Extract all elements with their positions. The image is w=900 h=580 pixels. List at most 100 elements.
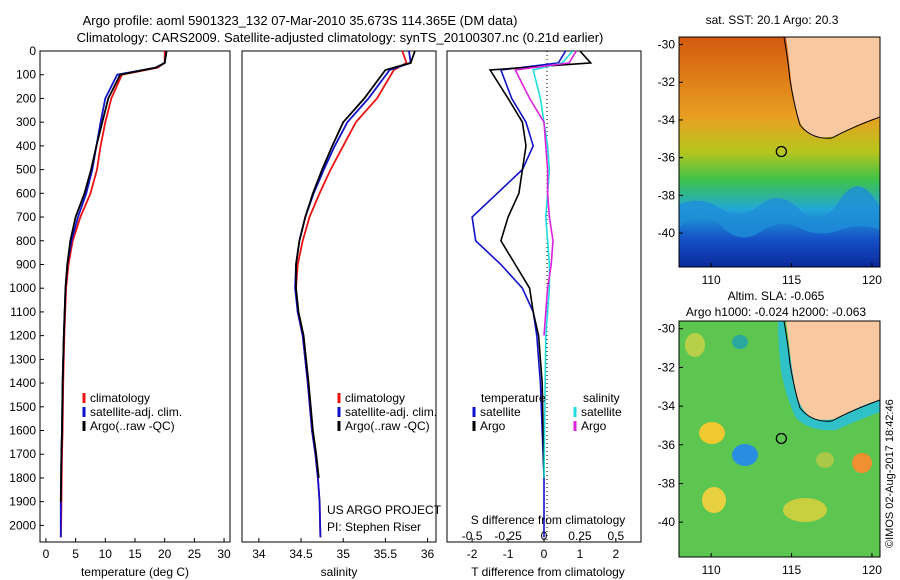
depth-tick-label: 200	[16, 91, 36, 105]
depth-tick-label: 1600	[9, 424, 36, 438]
legend-label: Argo	[581, 419, 607, 433]
sst-wave-band	[679, 186, 880, 238]
salinity-line-1	[294, 51, 412, 538]
temperature-tick-label: 10	[99, 547, 113, 561]
depth-tick-label: 1700	[9, 447, 36, 461]
temperature-xlabel: temperature (deg C)	[81, 565, 189, 579]
legend-label: satellite	[581, 405, 622, 419]
difference-series	[471, 51, 593, 538]
t-difference-tick-label: 1	[577, 547, 584, 561]
sla-map-subtitle: Argo h1000: -0.024 h2000: -0.063	[686, 305, 866, 319]
map-lon-tick-label: 115	[782, 273, 801, 287]
depth-tick-label: 1400	[9, 376, 36, 390]
sla-blob-d	[685, 333, 705, 357]
depth-tick-label: 0	[29, 44, 36, 58]
depth-tick-label: 400	[16, 139, 36, 153]
s-difference-tick-label: 0.25	[568, 529, 592, 543]
argo-position-marker-sst	[775, 145, 787, 158]
legend-label: satellite-adj. clim.	[345, 405, 437, 419]
temperature-x-ticks: 0 5 10 15 20 25 30	[43, 538, 231, 561]
t-difference-tick-label: -2	[467, 547, 478, 561]
map-lat-tick-label: -32	[658, 360, 676, 374]
salinity-xlabel: salinity	[321, 565, 358, 579]
map-lat-tick-label: -40	[658, 515, 676, 529]
salinity-panel: 34 34.5 35 35.5 36 salinity climatologysatel…	[241, 50, 442, 579]
sla-blob-h	[816, 452, 834, 468]
map-lon-tick-label: 115	[782, 563, 801, 577]
s-difference-label: S difference from climatology	[471, 513, 626, 527]
sst-map-ticks: -30 -32 -34 -36 -38 -40 110 115 120	[658, 38, 883, 287]
legend-label: Argo(..raw -QC)	[345, 419, 430, 433]
s-difference-tick-label: -0.5	[462, 529, 483, 543]
map-lat-tick-label: -34	[658, 113, 676, 127]
sst-map: sat. SST: 20.1 Argo: 20.3 -30 -32 -34 -36 -3…	[658, 13, 883, 287]
depth-tick-label: 300	[16, 115, 36, 129]
depth-tick-label: 700	[16, 210, 36, 224]
difference-x-ticks: -2 -1 0 1 2	[467, 538, 620, 561]
depth-tick-label: 1300	[9, 352, 36, 366]
map-lat-tick-label: -38	[658, 188, 676, 202]
salinity-line-2	[295, 51, 416, 479]
salinity-axes-frame	[241, 50, 437, 543]
depth-tick-label: 2000	[9, 518, 36, 532]
sla-blob-f	[852, 453, 872, 473]
sst-map-title: sat. SST: 20.1 Argo: 20.3	[706, 13, 839, 27]
legend-label: satellite	[480, 405, 521, 419]
depth-tick-label: 800	[16, 234, 36, 248]
map-lat-tick-label: -34	[658, 399, 676, 413]
pi-label: PI: Stephen Riser	[327, 520, 421, 534]
map-lon-tick-label: 120	[862, 273, 882, 287]
depth-tick-label: 600	[16, 186, 36, 200]
sla-blob-c	[702, 487, 726, 513]
map-lat-tick-label: -38	[658, 476, 676, 490]
depth-tick-label: 1000	[9, 281, 36, 295]
temperature-axes-frame	[39, 50, 231, 543]
map-lon-tick-label: 110	[702, 563, 721, 577]
salinity-tick-label: 36	[421, 547, 435, 561]
t-difference-tick-label: 0	[541, 547, 548, 561]
temperature-line-2	[59, 51, 168, 502]
map-lat-tick-label: -32	[658, 75, 676, 89]
temperature-tick-label: 30	[217, 547, 231, 561]
sst-land	[786, 37, 880, 138]
legend-label: climatology	[90, 391, 150, 405]
s-difference-tick-label: -0.25	[494, 529, 522, 543]
difference-line-0	[471, 51, 567, 538]
temperature-tick-label: 25	[188, 547, 202, 561]
temperature-line-0	[59, 51, 166, 538]
depth-tick-label: 1800	[9, 471, 36, 485]
depth-tick-label: 1500	[9, 400, 36, 414]
sst-coastline	[783, 37, 880, 139]
legend-label: satellite-adj. clim.	[90, 405, 182, 419]
header-line2: Climatology: CARS2009. Satellite-adjuste…	[77, 30, 604, 45]
depth-ticks: 0 100 200 300 400 500 600 700 800 900 1000 1100 1200…	[9, 44, 44, 532]
copyright-stamp: ©IMOS 02-Aug-2017 18:42:46	[884, 399, 896, 548]
sla-blob-g	[783, 498, 827, 522]
s-difference-ticks: -0.5 -0.25 0 0.25 0.5	[462, 529, 625, 543]
legend-label: Argo(..raw -QC)	[90, 419, 175, 433]
difference-line-3	[514, 51, 577, 336]
temperature-series	[59, 51, 168, 538]
temperature-tick-label: 5	[72, 547, 79, 561]
header-line1: Argo profile: aoml 5901323_132 07-Mar-20…	[83, 13, 518, 28]
depth-tick-label: 1900	[9, 495, 36, 509]
salinity-tick-label: 34	[252, 547, 266, 561]
difference-legend: temperature salinitysatelliteArgosatellit…	[472, 391, 622, 433]
legend-title-temperature: temperature	[481, 391, 546, 405]
temperature-panel: 0100200300400500600700800900100011001200…	[9, 44, 231, 579]
legend-title-salinity: salinity	[583, 391, 620, 405]
salinity-series	[294, 51, 416, 538]
t-difference-label: T difference from climatology	[471, 565, 625, 579]
temperature-line-1	[59, 51, 168, 538]
t-difference-tick-label: -1	[503, 547, 514, 561]
map-lat-tick-label: -30	[658, 38, 676, 52]
legend-label: climatology	[345, 391, 405, 405]
temperature-tick-label: 20	[158, 547, 172, 561]
legend-label: Argo	[480, 419, 506, 433]
map-lat-tick-label: -36	[658, 151, 676, 165]
map-lon-tick-label: 120	[862, 563, 882, 577]
sla-map: Altim. SLA: -0.065 Argo h1000: -0.024 h2…	[658, 289, 883, 577]
map-lat-tick-label: -40	[658, 226, 676, 240]
temperature-tick-label: 0	[43, 547, 50, 561]
